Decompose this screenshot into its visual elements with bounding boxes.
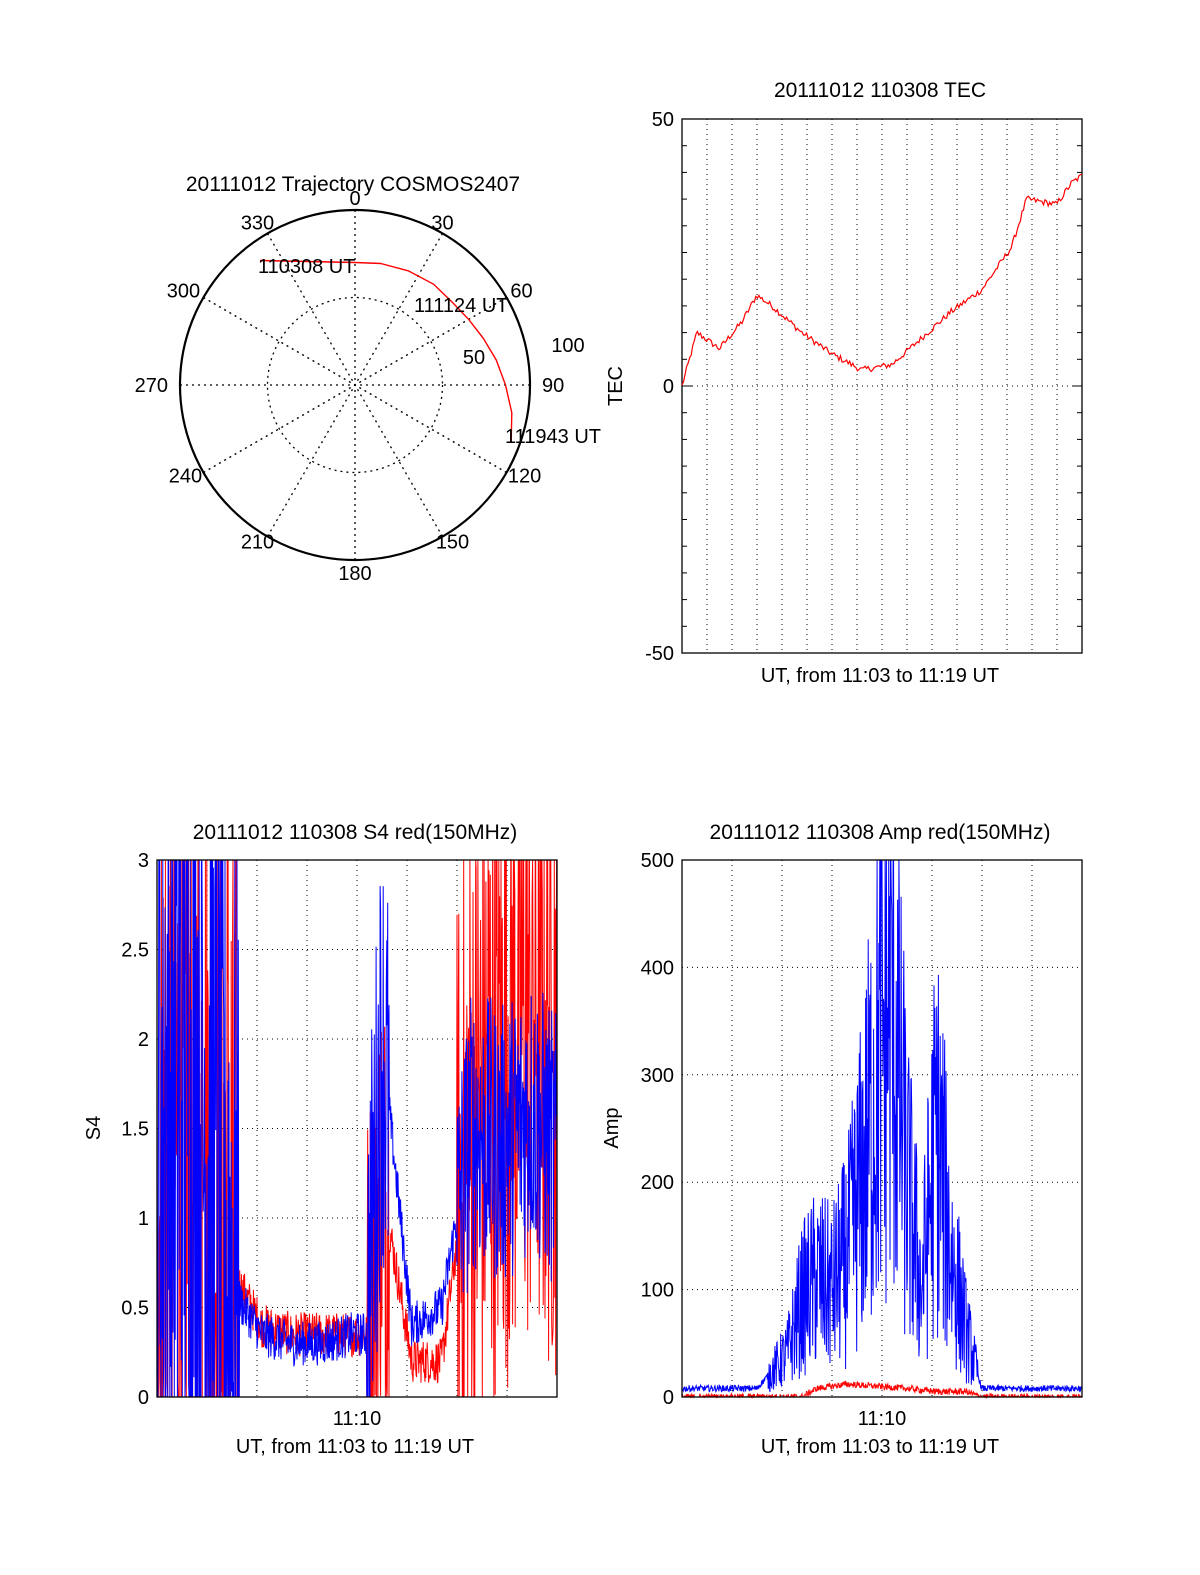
y-tick-label: 0 (663, 376, 674, 398)
polar-angle-label: 60 (510, 281, 532, 303)
annotation-mid: 111124 UT (414, 295, 509, 317)
y-tick-label: -50 (645, 643, 674, 665)
polar-angle-label: 300 (167, 281, 200, 303)
plot-frame (156, 859, 558, 1398)
tec-xlabel: UT, from 11:03 to 11:19 UT (761, 665, 999, 687)
polar-angle-label: 90 (542, 375, 564, 397)
polar-trajectory (259, 259, 513, 442)
y-tick-label: 0.5 (121, 1298, 149, 1320)
polar-radial-labels: 50 100 (463, 335, 585, 369)
y-tick-label: 50 (652, 109, 674, 131)
x-tick-label: 11:10 (858, 1408, 907, 1430)
y-tick-label: 200 (641, 1172, 674, 1194)
polar-radial-label: 50 (463, 347, 485, 369)
polar-angle-label: 240 (169, 466, 202, 488)
x-tick-label: 11:10 (333, 1408, 382, 1430)
polar-grid (178, 208, 532, 562)
tec-title: 20111012 110308 TEC (774, 79, 986, 102)
amp-ylabel: Amp (601, 1107, 623, 1148)
s4-plot: 20111012 110308 S4 red(150MHz) UT, from … (83, 821, 558, 1458)
polar-angle-label: 180 (338, 563, 371, 585)
y-tick-label: 2.5 (121, 940, 149, 962)
tec-plot: 20111012 110308 TEC UT, from 11:03 to 11… (605, 79, 1083, 687)
polar-angle-label: 150 (436, 532, 469, 554)
tec-series-line (681, 173, 1083, 386)
amp-content: 0 100 200 300 400 500 11:10 (641, 850, 1083, 1430)
polar-title: 20111012 Trajectory COSMOS2407 (186, 173, 520, 196)
polar-angle-label: 210 (241, 532, 274, 554)
y-tick-label: 1 (138, 1208, 149, 1230)
annotation-end: 111943 UT (505, 426, 601, 448)
tec-content: 50 0 -50 (645, 109, 1083, 665)
s4-series-line (156, 859, 558, 1398)
amp-plot: 20111012 110308 Amp red(150MHz) UT, from… (601, 821, 1083, 1458)
polar-inner-circle (266, 296, 444, 474)
s4-xlabel: UT, from 11:03 to 11:19 UT (236, 1436, 474, 1458)
polar-spoke (266, 233, 444, 537)
trajectory-line (259, 259, 513, 442)
amp-xlabel: UT, from 11:03 to 11:19 UT (761, 1436, 999, 1458)
y-tick-label: 100 (641, 1280, 674, 1302)
y-tick-label: 0 (663, 1387, 674, 1409)
y-tick-label: 300 (641, 1065, 674, 1087)
polar-angle-label: 30 (431, 212, 453, 234)
polar-annotations: 110308 UT 111124 UT 111943 UT (258, 256, 601, 448)
amp-title: 20111012 110308 Amp red(150MHz) (710, 821, 1051, 844)
polar-angle-label: 270 (135, 375, 168, 397)
s4-ylabel: S4 (83, 1116, 105, 1140)
plot-frame (681, 118, 1083, 654)
annotation-start: 110308 UT (258, 256, 355, 278)
polar-angle-label: 330 (241, 212, 274, 234)
tec-ylabel: TEC (605, 366, 627, 406)
y-tick-label: 500 (641, 850, 674, 872)
polar-radial-label: 100 (551, 335, 584, 357)
polar-angle-label: 0 (349, 188, 360, 210)
polar-angle-labels: 0 30 60 90 120 150 180 210 240 270 300 330 (135, 188, 565, 585)
y-tick-label: 0 (138, 1387, 149, 1409)
y-tick-label: 400 (641, 957, 674, 979)
s4-content: 0 0.5 1 1.5 2 2.5 3 11:10 (121, 850, 558, 1430)
s4-title: 20111012 110308 S4 red(150MHz) (193, 821, 518, 844)
polar-angle-label: 120 (508, 466, 541, 488)
plot-frame (681, 859, 1083, 1398)
y-tick-label: 3 (138, 850, 149, 872)
y-tick-label: 1.5 (121, 1119, 149, 1141)
y-tick-label: 2 (138, 1029, 149, 1051)
polar-trajectory-plot: 20111012 Trajectory COSMOS2407 0 30 60 90 12… (135, 173, 601, 585)
